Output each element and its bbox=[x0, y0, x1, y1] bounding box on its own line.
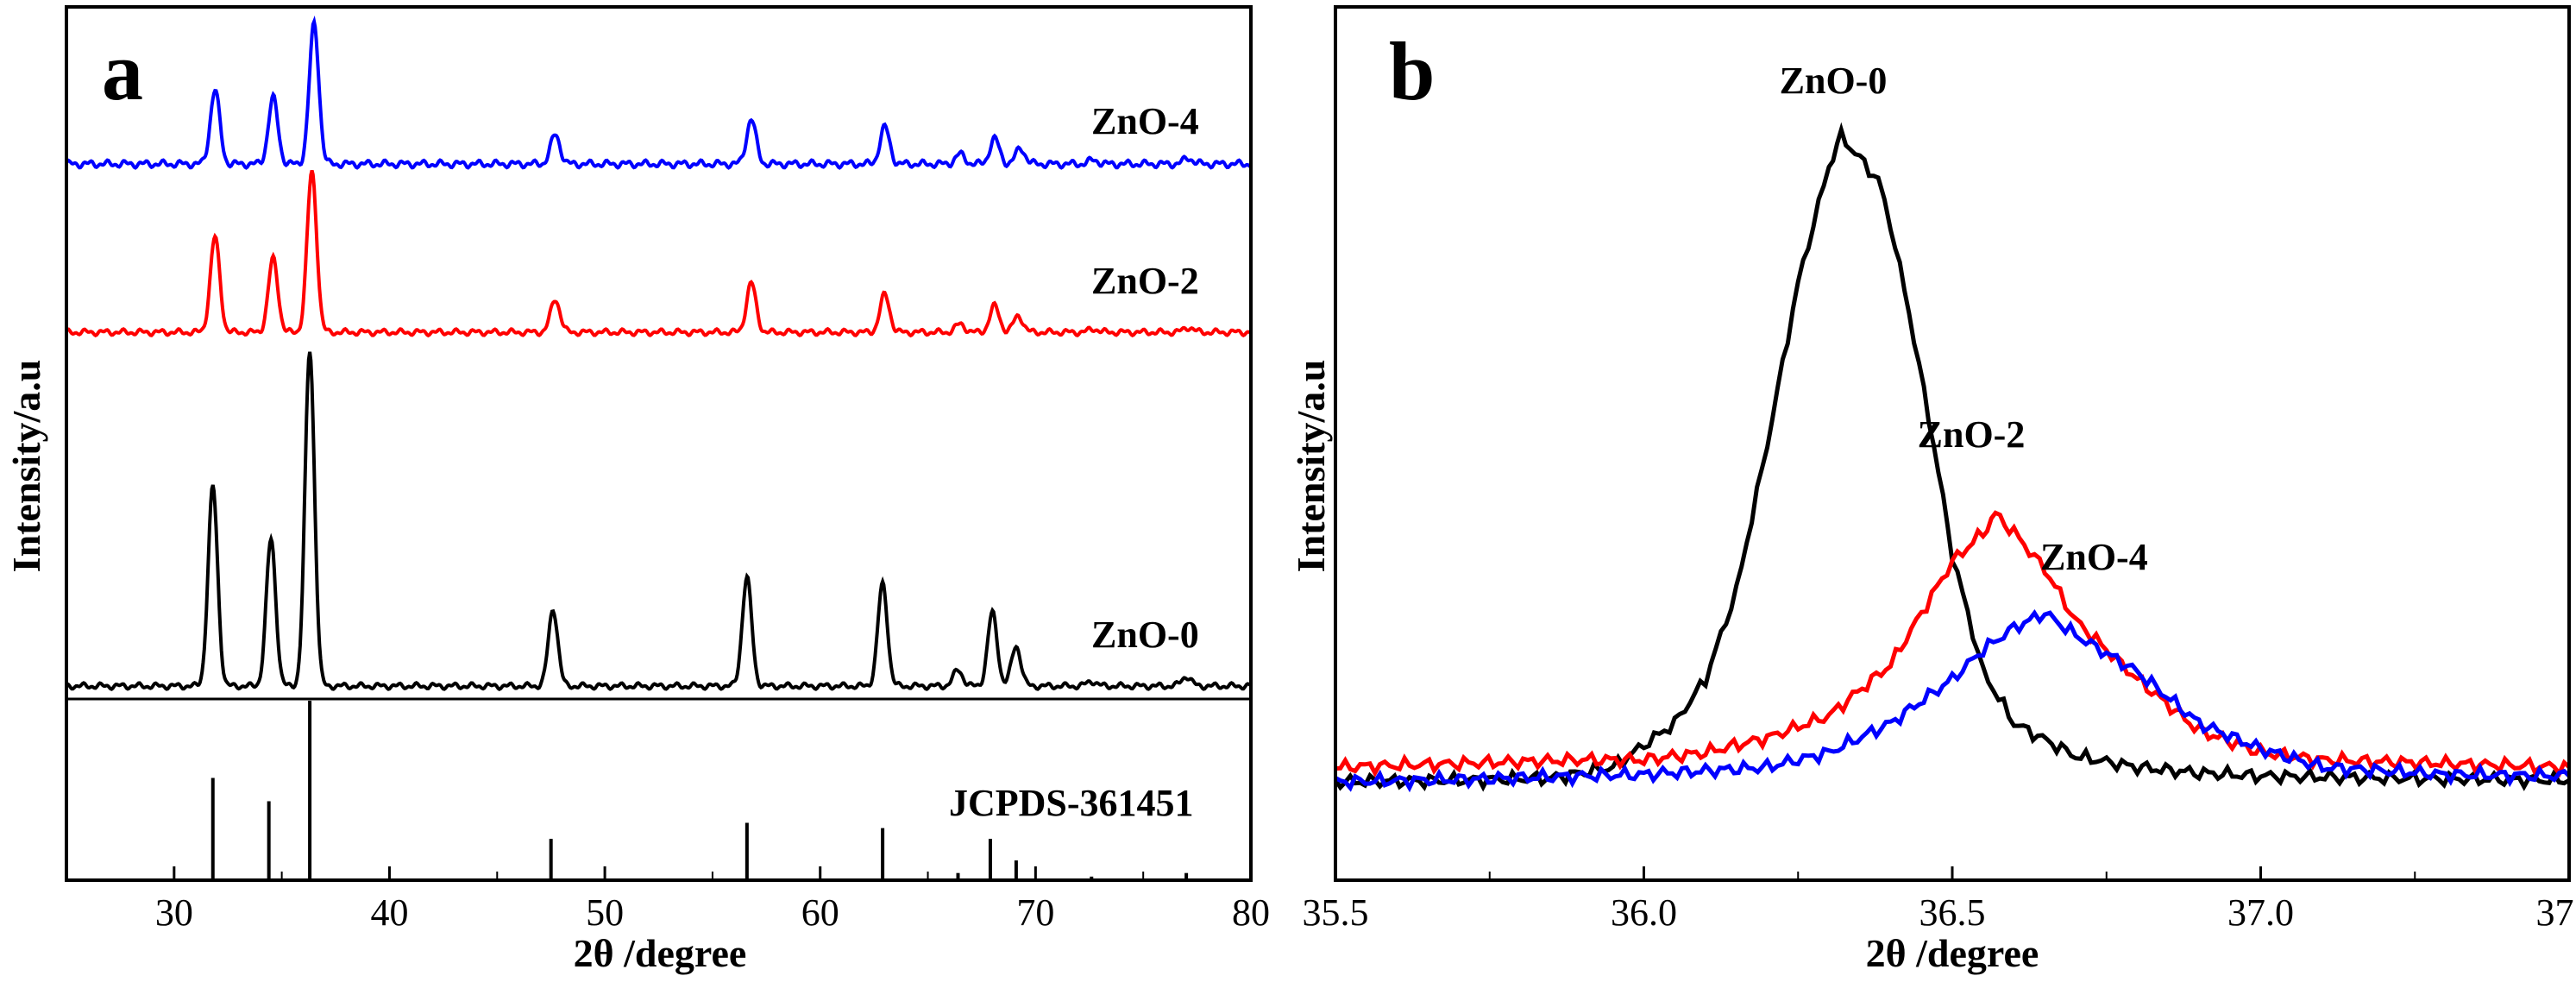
panel-a-xtick-label-70: 70 bbox=[1016, 891, 1054, 934]
panel-a-series-zno-2 bbox=[65, 170, 1251, 338]
panel-b-letter: b bbox=[1389, 25, 1435, 117]
panel-a-letter: a bbox=[102, 25, 143, 117]
panel-a-frame bbox=[65, 5, 1253, 882]
panel-a-reference bbox=[210, 701, 1189, 880]
panel-a-series-zno-0 bbox=[66, 351, 1252, 691]
panel-b: 35.5 36.0 36.5 37.0 37.5 b 2θ /degree Intens… bbox=[1289, 5, 2576, 975]
panel-a-series bbox=[65, 16, 1252, 691]
panel-a-xtick-label-30: 30 bbox=[155, 891, 193, 934]
panel-b-label-zno-4: ZnO-4 bbox=[2040, 536, 2148, 578]
panel-b-xlabel: 2θ /degree bbox=[1866, 931, 2039, 975]
panel-a-xtick-label-80: 80 bbox=[1232, 891, 1270, 934]
panel-a-label-reference: JCPDS-361451 bbox=[949, 782, 1194, 824]
panel-b-label-zno-2: ZnO-2 bbox=[1918, 413, 2026, 456]
panel-b-xtick-label-2: 36.5 bbox=[1919, 891, 1986, 934]
panel-a-xlabel: 2θ /degree bbox=[574, 931, 747, 975]
panel-b-ticks: 35.5 36.0 36.5 37.0 37.5 bbox=[1303, 866, 2576, 934]
panel-a-xtick-label-50: 50 bbox=[586, 891, 624, 934]
panel-a-ticks: 30 40 50 60 70 80 bbox=[66, 866, 1270, 934]
panel-b-xtick-label-4: 37.5 bbox=[2536, 891, 2576, 934]
panel-a-label-zno-4: ZnO-4 bbox=[1091, 100, 1199, 142]
panel-a-xtick-label-60: 60 bbox=[801, 891, 839, 934]
panel-b-xtick-label-0: 35.5 bbox=[1303, 891, 1369, 934]
panel-b-series bbox=[1333, 122, 2571, 793]
panel-a-ylabel: Intensity/a.u bbox=[4, 360, 48, 573]
panel-b-ylabel: Intensity/a.u bbox=[1289, 360, 1333, 573]
panel-a-label-zno-2: ZnO-2 bbox=[1091, 260, 1199, 302]
panel-b-frame bbox=[1334, 5, 2571, 882]
panel-a: 30 40 50 60 70 80 a 2θ /degree Intensity/a.u … bbox=[4, 5, 1270, 975]
panel-b-series-zno-4 bbox=[1334, 609, 2571, 793]
panel-b-xtick-label-3: 37.0 bbox=[2227, 891, 2294, 934]
panel-a-xtick-label-40: 40 bbox=[370, 891, 408, 934]
panel-a-label-zno-0: ZnO-0 bbox=[1091, 614, 1199, 656]
panel-b-label-zno-0: ZnO-0 bbox=[1780, 60, 1888, 102]
panel-a-series-zno-4 bbox=[65, 16, 1251, 170]
panel-b-series-zno-2 bbox=[1335, 510, 2571, 778]
panel-b-xtick-label-1: 36.0 bbox=[1611, 891, 1677, 934]
